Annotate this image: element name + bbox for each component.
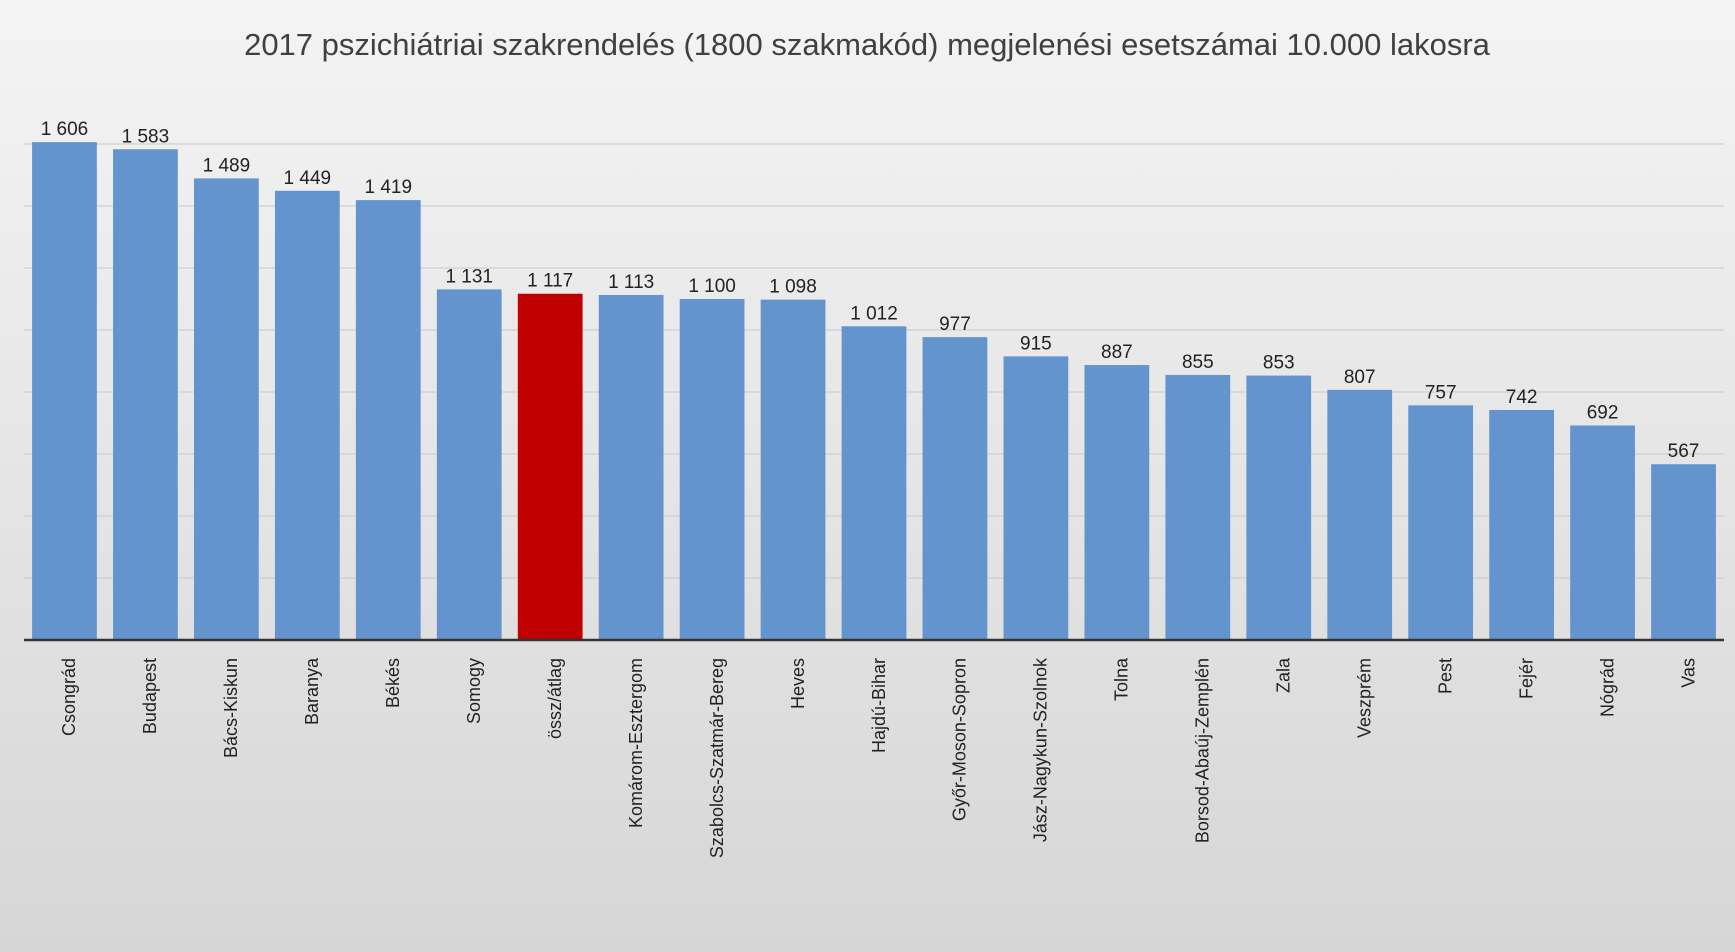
data-label: 853 (1263, 353, 1295, 374)
x-tick-label: Zala (1274, 657, 1294, 693)
x-tick-label: Bács-Kiskun (221, 658, 241, 758)
bar (113, 149, 178, 640)
bar (841, 326, 907, 640)
data-label: 1 012 (850, 303, 898, 324)
x-tick-label: Tolna (1112, 657, 1132, 701)
x-tick-label: össz/átlag (545, 658, 565, 739)
bar (1570, 425, 1635, 640)
bar (679, 299, 745, 640)
data-label: 855 (1182, 352, 1214, 373)
x-tick-label: Szabolcs-Szatmár-Bereg (707, 658, 727, 858)
x-tick-label: Budapest (140, 658, 160, 734)
data-label: 757 (1425, 382, 1457, 403)
data-label: 1 583 (122, 126, 170, 147)
x-tick-label: Békés (383, 658, 403, 708)
bar (598, 294, 664, 640)
data-label: 915 (1020, 333, 1052, 354)
x-tick-label: Fejér (1516, 658, 1536, 699)
data-label: 1 489 (203, 155, 251, 176)
x-tick-label: Győr-Moson-Sopron (950, 658, 970, 821)
bar (32, 142, 97, 640)
x-tick-label: Nógrád (1597, 658, 1617, 717)
x-tick-label: Csongrád (59, 658, 79, 736)
bar (517, 293, 583, 640)
data-label: 977 (939, 314, 971, 335)
x-tick-label: Hajdú-Bihar (869, 658, 889, 753)
bar (1003, 356, 1069, 640)
bar (1246, 375, 1312, 640)
data-label: 1 113 (608, 272, 654, 293)
x-tick-label: Baranya (302, 657, 322, 725)
data-label: 742 (1506, 387, 1538, 408)
data-label: 1 100 (688, 276, 736, 297)
bar (1084, 365, 1150, 640)
data-label: 1 449 (284, 168, 332, 189)
bar (1651, 464, 1716, 640)
bar (1165, 374, 1231, 640)
bar (1327, 389, 1393, 640)
bar (194, 178, 259, 640)
bar (436, 289, 502, 640)
chart-title: 2017 pszichiátriai szakrendelés (1800 sz… (244, 27, 1491, 62)
x-tick-label: Vas (1678, 658, 1698, 688)
data-label: 1 606 (41, 119, 89, 140)
data-label: 1 098 (769, 277, 817, 298)
data-label: 887 (1101, 342, 1133, 363)
data-label: 1 419 (365, 177, 413, 198)
x-tick-label: Komárom-Esztergom (626, 658, 646, 828)
bar (760, 299, 826, 640)
data-label: 1 117 (527, 271, 573, 292)
data-label: 692 (1587, 402, 1619, 423)
bar (922, 337, 988, 640)
bar (1408, 405, 1474, 640)
bar (1489, 409, 1554, 640)
data-label: 807 (1344, 367, 1376, 388)
bar (274, 190, 340, 640)
x-tick-label: Pest (1435, 658, 1455, 694)
data-label: 1 131 (445, 266, 493, 287)
bar (355, 200, 421, 641)
data-label: 567 (1668, 441, 1700, 462)
x-tick-label: Veszprém (1354, 658, 1374, 738)
x-tick-label: Heves (788, 658, 808, 709)
x-tick-label: Borsod-Abaúj-Zemplén (1193, 658, 1213, 843)
x-tick-label: Somogy (464, 658, 484, 724)
x-tick-label: Jász-Nagykun-Szolnok (1031, 657, 1051, 842)
